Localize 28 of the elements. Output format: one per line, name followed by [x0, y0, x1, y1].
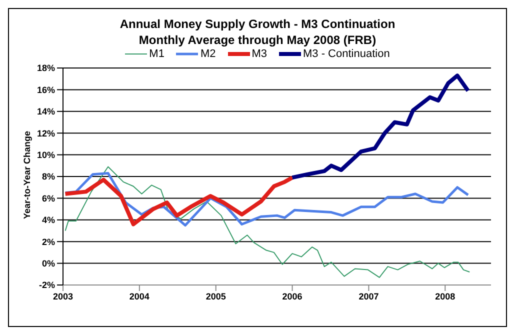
line-series: [63, 176, 294, 226]
x-tick-label: 2003: [52, 291, 74, 302]
chart-title: Annual Money Supply Growth - M3 Continuation: [118, 17, 396, 31]
x-tick-label: 2008: [435, 291, 456, 302]
x-tick-label: 2006: [282, 291, 302, 302]
y-tick-label: 2%: [42, 236, 55, 247]
legend-label: M1: [149, 48, 164, 60]
legend-label: M3 - Continuation: [303, 48, 390, 60]
x-tick-label: 2005: [206, 291, 226, 302]
y-tick-label: 14%: [36, 106, 55, 117]
y-tick-label: 12%: [36, 128, 55, 138]
y-tick-label: 16%: [36, 84, 55, 95]
y-tick-label: 0%: [42, 258, 55, 268]
y-tick-label: -2%: [38, 280, 55, 290]
x-tick-label: 2004: [129, 291, 150, 302]
line-series: [290, 74, 470, 180]
y-tick-label: 8%: [42, 172, 55, 182]
y-tick-label: 10%: [36, 150, 55, 160]
legend-label: M3: [252, 48, 267, 60]
y-tick-label: 6%: [42, 193, 55, 204]
x-tick-label: 2007: [358, 291, 379, 302]
chart-subtitle: Monthly Average through May 2008 (FRB): [138, 33, 378, 47]
y-tick-label: 4%: [42, 215, 55, 226]
line-series: [64, 172, 470, 227]
line-series: [64, 166, 470, 278]
y-axis-title: Year-to-Year Change: [22, 130, 32, 222]
legend-label: M2: [200, 48, 216, 60]
y-tick-label: 18%: [36, 63, 55, 74]
